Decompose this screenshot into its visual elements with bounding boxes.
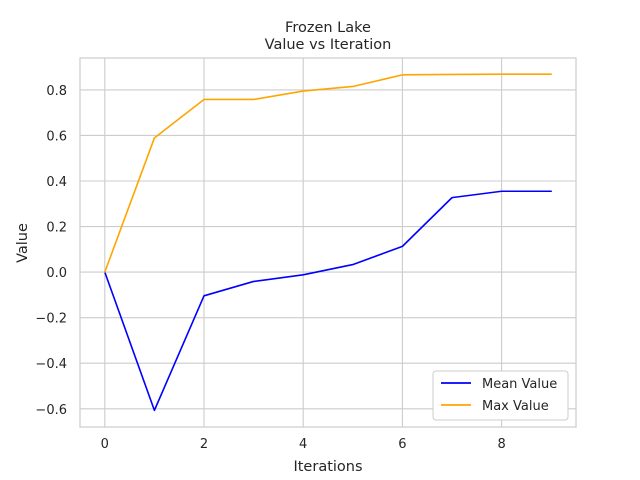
- plot-area-frame: [79, 57, 577, 428]
- x-tick-label: 4: [299, 437, 307, 452]
- y-tick-label: −0.6: [35, 403, 67, 418]
- series-lines: [104, 73, 553, 412]
- y-tick-label: 0.4: [46, 175, 67, 190]
- chart-subtitle: Value vs Iteration: [265, 37, 392, 53]
- grid-lines: [80, 58, 576, 427]
- y-tick-label: 0.0: [46, 266, 67, 281]
- x-tick-label: 2: [200, 437, 208, 452]
- y-tick-label: −0.4: [35, 357, 67, 372]
- y-tick-label: −0.2: [35, 312, 67, 327]
- legend: Mean Value Max Value: [432, 370, 569, 421]
- series-line-mean-value: [104, 190, 553, 412]
- tick-labels: 0 2 4 6 8 −0.6 −0.4 −0.2 0.0 0.2 0.4 0.6 0.8: [35, 84, 505, 452]
- legend-label-max-value: Max Value: [482, 399, 549, 414]
- x-tick-label: 0: [101, 437, 109, 452]
- chart-title: Frozen Lake: [285, 20, 371, 36]
- x-tick-label: 8: [497, 437, 505, 452]
- y-tick-label: 0.6: [46, 129, 67, 144]
- y-axis-label: Value: [15, 223, 31, 263]
- series-line-max-value: [104, 73, 553, 273]
- y-tick-label: 0.8: [46, 84, 67, 99]
- legend-label-mean-value: Mean Value: [482, 377, 557, 392]
- x-tick-label: 6: [398, 437, 406, 452]
- x-axis-label: Iterations: [293, 459, 362, 475]
- y-tick-label: 0.2: [46, 221, 67, 236]
